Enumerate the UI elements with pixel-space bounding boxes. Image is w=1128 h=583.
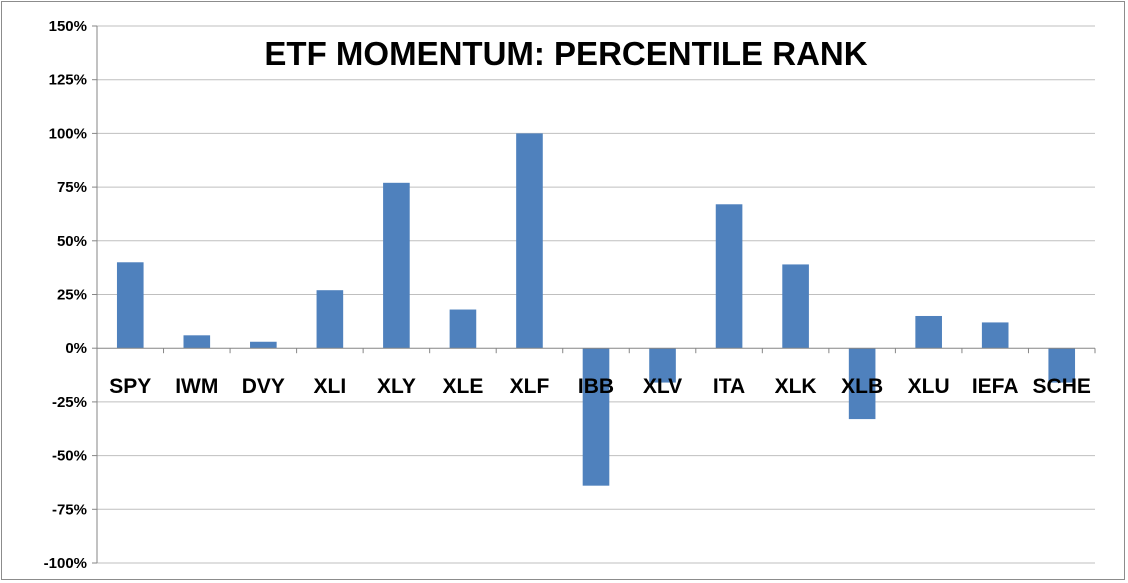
bar-dvy: [250, 341, 277, 349]
x-category-label: DVY: [242, 375, 285, 398]
bar-xlv: [649, 348, 676, 383]
bar-xlb: [848, 348, 876, 420]
bar-xlf: [516, 133, 543, 349]
bar-ibb: [582, 348, 610, 486]
x-category-label: XLI: [314, 375, 347, 398]
x-category-label: XLE: [443, 375, 484, 398]
category-labels: SPY IWM DVY XLI XLY XLE XLF IBB XLV ITA XLK XLB XLU I…: [109, 375, 1091, 398]
y-tick-label: -75%: [52, 501, 87, 518]
bar-iwm: [183, 335, 211, 349]
gridlines: [97, 25, 1095, 564]
chart-title: ETF MOMENTUM: PERCENTILE RANK: [264, 35, 867, 72]
bar-sche: [1048, 348, 1076, 383]
y-tick-label: 75%: [57, 179, 87, 196]
bar-xle: [449, 309, 477, 349]
y-tick-label: 125%: [49, 72, 87, 89]
y-tick-label: 100%: [49, 125, 87, 142]
bars: [116, 133, 1076, 486]
x-category-label: SCHE: [1033, 375, 1091, 398]
bar-xlk: [782, 264, 809, 349]
bar-iefa: [981, 322, 1009, 349]
bar-xli: [316, 290, 344, 349]
y-tick-label: -100%: [44, 555, 87, 572]
y-tick-label: 150%: [49, 18, 87, 35]
x-category-label: ITA: [713, 375, 745, 398]
x-category-label: XLB: [841, 375, 883, 398]
y-tick-label: 25%: [57, 287, 87, 304]
x-category-label: IBB: [578, 375, 614, 398]
x-category-label: XLU: [908, 375, 950, 398]
axes: [96, 26, 1096, 563]
bar-spy: [116, 262, 144, 349]
x-category-label: XLK: [775, 375, 817, 398]
bar-xlu: [915, 315, 942, 349]
x-category-label: XLV: [643, 375, 682, 398]
y-tick-label: 50%: [57, 233, 87, 250]
y-tick-label: -50%: [52, 448, 87, 465]
y-tick-label: 0%: [65, 340, 87, 357]
y-tick-label: -25%: [52, 394, 87, 411]
bar-ita: [715, 204, 743, 349]
x-category-label: IWM: [175, 375, 218, 398]
x-category-label: XLF: [510, 375, 550, 398]
bar-xly: [383, 182, 410, 349]
x-category-label: XLY: [377, 375, 416, 398]
x-category-label: SPY: [109, 375, 151, 398]
x-category-label: IEFA: [972, 375, 1019, 398]
y-axis-ticks: -100% -75% -50% -25% 0% 25% 50% 75% 100% 125% 150%: [44, 18, 97, 572]
